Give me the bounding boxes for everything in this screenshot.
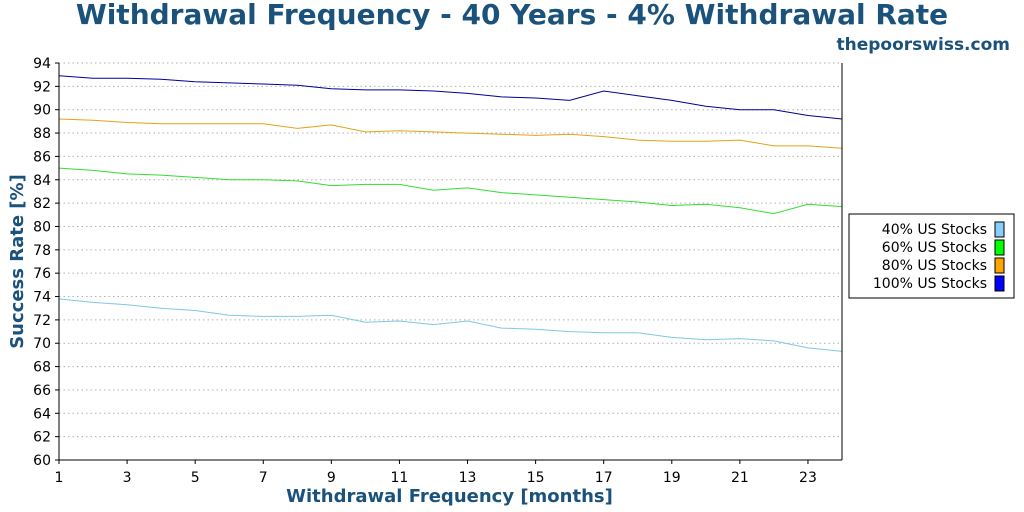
y-tick-label: 82 — [33, 196, 51, 212]
x-tick-label: 13 — [459, 470, 477, 486]
x-tick-label: 7 — [259, 470, 268, 486]
legend-entry-label: 40% US Stocks — [882, 222, 987, 238]
x-tick-label: 1 — [55, 470, 64, 486]
x-tick-label: 3 — [123, 470, 132, 486]
legend-swatch — [994, 257, 1005, 274]
chart-title: Withdrawal Frequency - 40 Years - 4% Wit… — [75, 0, 949, 31]
y-tick-label: 76 — [33, 266, 51, 282]
y-tick-label: 60 — [33, 453, 51, 469]
y-tick-label: 86 — [33, 149, 51, 165]
x-tick-label: 11 — [391, 470, 409, 486]
series-line-40-us-stocks — [58, 298, 843, 352]
series-lines — [58, 75, 843, 352]
y-tick-label: 74 — [33, 290, 51, 306]
y-tick-label: 78 — [33, 243, 51, 259]
series-line-60-us-stocks — [58, 167, 843, 215]
x-tick-label: 5 — [191, 470, 200, 486]
y-tick-label: 88 — [33, 126, 51, 142]
y-tick-label: 90 — [33, 103, 51, 119]
x-axis-title: Withdrawal Frequency [months] — [286, 486, 613, 507]
legend-swatch — [994, 221, 1005, 238]
legend-entry-label: 100% US Stocks — [873, 276, 987, 292]
series-line-100-us-stocks — [58, 75, 843, 120]
x-tick-label: 19 — [663, 470, 681, 486]
y-tick-label: 62 — [33, 430, 51, 446]
y-tick-label: 72 — [33, 313, 51, 329]
legend-swatch — [994, 239, 1005, 256]
y-tick-label: 84 — [33, 173, 51, 189]
x-tick-label: 17 — [595, 470, 613, 486]
grid-lines — [59, 62, 842, 438]
legend-swatch — [994, 275, 1005, 292]
legend: 40% US Stocks 60% US Stocks 80% US Stocks 1… — [848, 213, 1015, 299]
x-tick-label: 21 — [731, 470, 749, 486]
y-tick-label: 94 — [33, 56, 51, 72]
series-line-80-us-stocks — [58, 118, 843, 149]
y-tick-label: 92 — [33, 79, 51, 95]
y-axis-title: Success Rate [%] — [7, 174, 28, 349]
y-tick-label: 68 — [33, 360, 51, 376]
y-tick-label: 66 — [33, 383, 51, 399]
x-tick-label: 9 — [327, 470, 336, 486]
x-tick-label: 23 — [799, 470, 817, 486]
y-tick-label: 64 — [33, 406, 51, 422]
y-tick-label: 80 — [33, 219, 51, 235]
legend-box — [848, 213, 1015, 299]
x-tick-label: 15 — [527, 470, 545, 486]
axes — [55, 62, 843, 464]
legend-entry-label: 80% US Stocks — [882, 258, 987, 274]
site-watermark: thepoorswiss.com — [836, 35, 1011, 55]
legend-entry-label: 60% US Stocks — [882, 240, 987, 256]
y-tick-label: 70 — [33, 336, 51, 352]
